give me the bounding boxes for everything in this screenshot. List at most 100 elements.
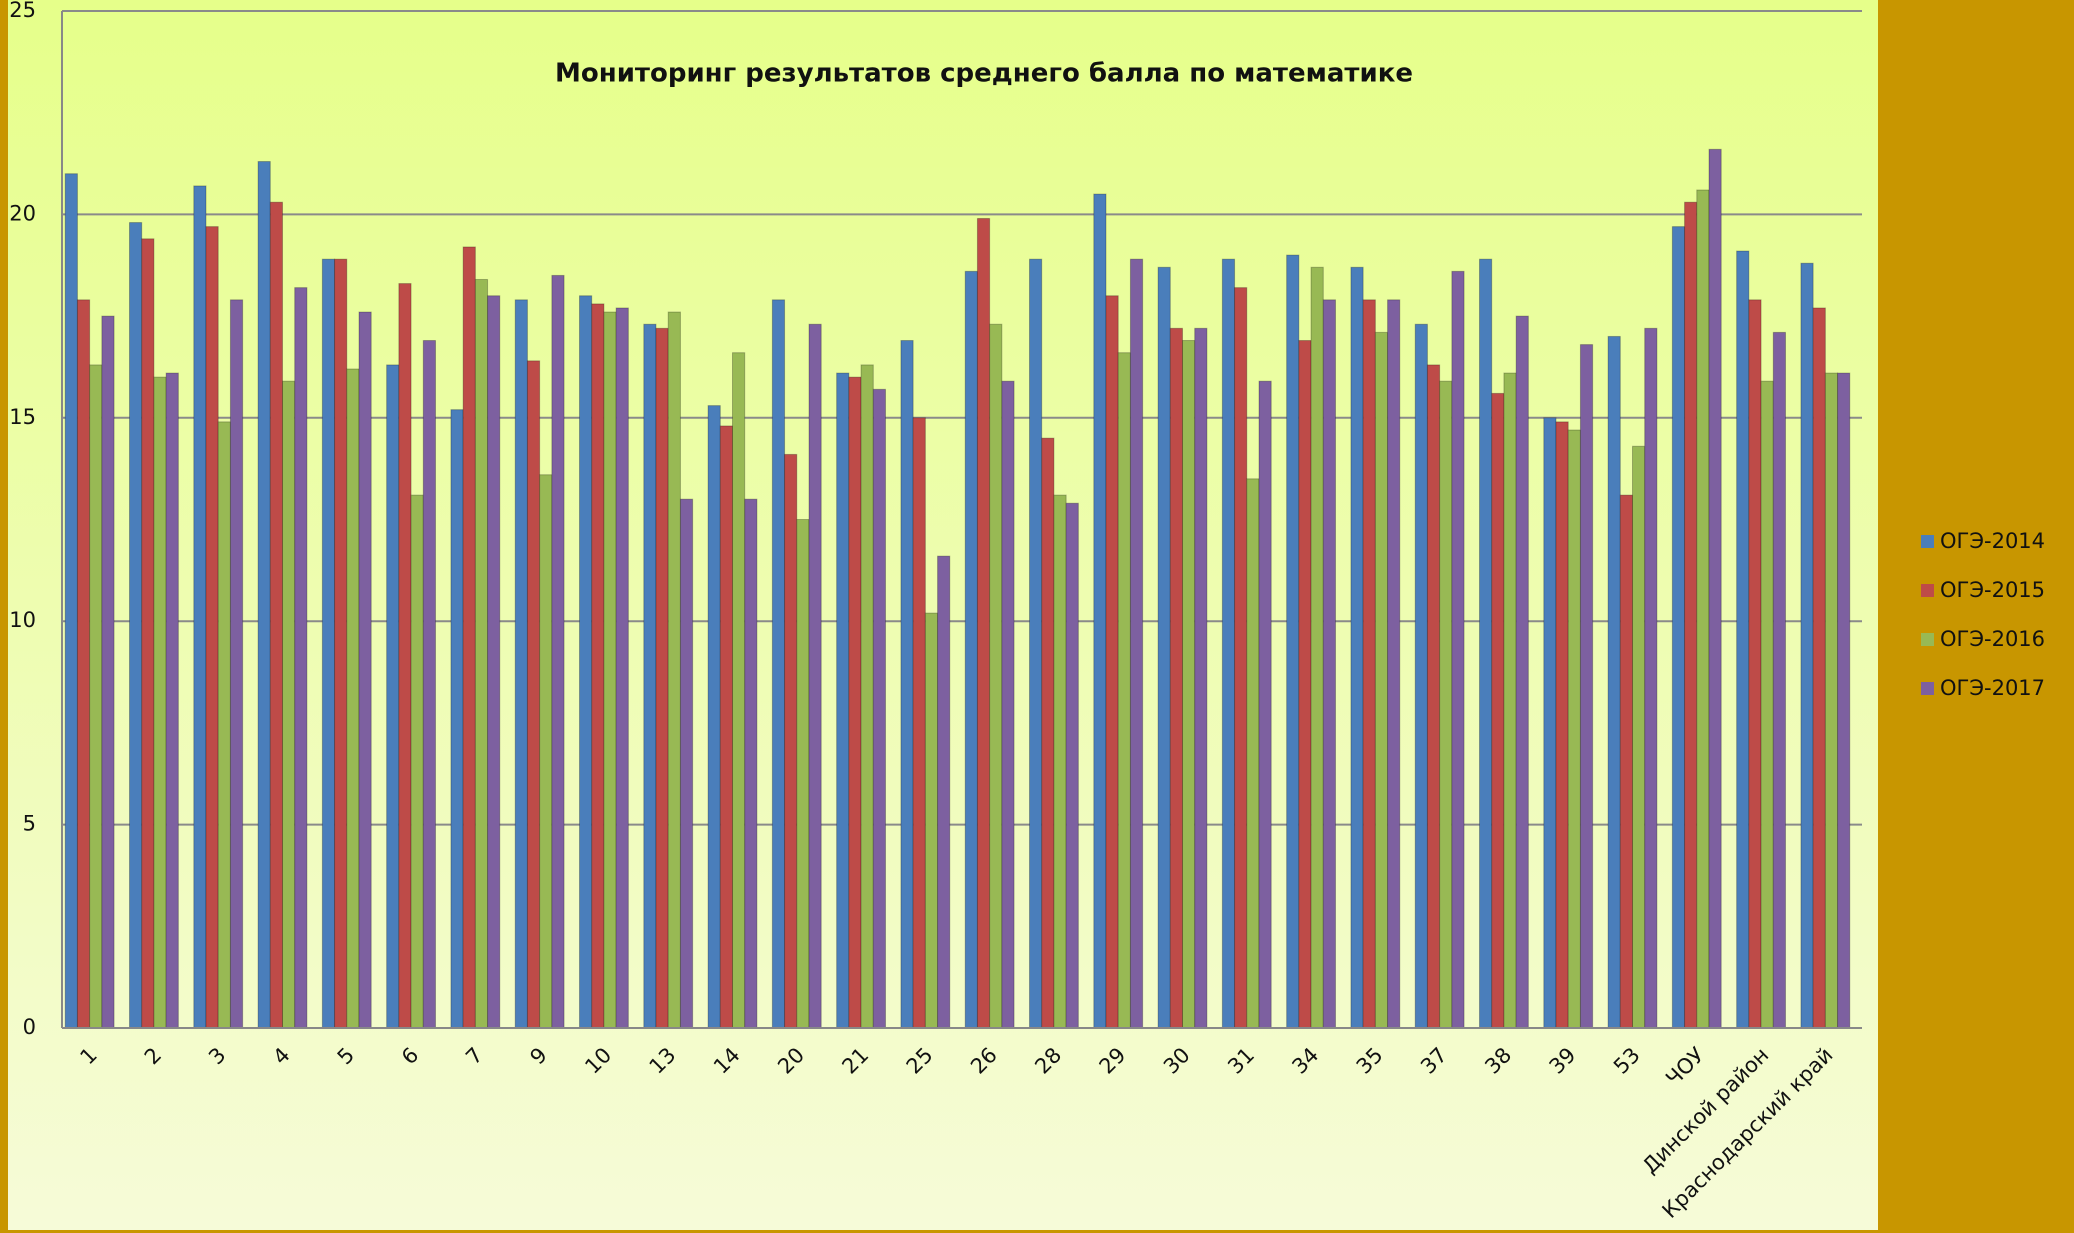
bar xyxy=(603,311,617,1029)
bar xyxy=(1258,380,1272,1029)
bar xyxy=(976,217,991,1029)
bar xyxy=(229,299,244,1029)
bar xyxy=(1644,327,1658,1029)
bar xyxy=(1041,437,1055,1029)
bar xyxy=(872,388,886,1029)
bar xyxy=(1414,323,1428,1029)
legend-label: ОГЭ-2014 xyxy=(1940,529,2045,553)
bar xyxy=(1708,148,1722,1029)
bar xyxy=(1194,327,1208,1029)
bar xyxy=(217,421,231,1029)
bar xyxy=(539,474,553,1029)
bar xyxy=(1374,331,1389,1029)
bar xyxy=(1387,299,1401,1029)
y-tick-label: 20 xyxy=(9,201,36,225)
bar xyxy=(771,299,786,1029)
bar xyxy=(514,299,528,1029)
bar xyxy=(129,222,143,1029)
bar xyxy=(386,364,400,1029)
bar xyxy=(1362,299,1376,1029)
bar xyxy=(1246,478,1260,1029)
bar xyxy=(1619,494,1634,1029)
bar xyxy=(1837,372,1851,1029)
bar xyxy=(1065,502,1079,1029)
bar xyxy=(1607,335,1621,1029)
bar xyxy=(1029,258,1043,1029)
bar xyxy=(257,161,271,1029)
bar xyxy=(1426,364,1441,1029)
bar xyxy=(1117,352,1131,1029)
bar xyxy=(1182,340,1196,1029)
bar xyxy=(1001,380,1015,1029)
bar xyxy=(294,287,308,1029)
bar xyxy=(1812,307,1826,1029)
bar xyxy=(462,246,476,1029)
legend-swatch xyxy=(1921,535,1934,548)
legend-swatch xyxy=(1921,633,1934,646)
legend-label: ОГЭ-2017 xyxy=(1940,676,2045,700)
bar xyxy=(860,364,874,1029)
bar xyxy=(1439,380,1453,1029)
bar xyxy=(643,323,657,1029)
bar xyxy=(282,380,296,1029)
bar xyxy=(398,283,412,1029)
bar xyxy=(1234,287,1248,1029)
bar xyxy=(732,352,746,1029)
bar xyxy=(89,364,103,1029)
bar xyxy=(269,201,283,1029)
bar xyxy=(1093,193,1107,1029)
bar xyxy=(1772,331,1787,1029)
bar xyxy=(321,258,336,1029)
bar xyxy=(358,311,372,1029)
bar xyxy=(1221,258,1236,1029)
bar xyxy=(205,226,219,1029)
bar xyxy=(1053,494,1067,1029)
bar xyxy=(836,372,850,1029)
bar xyxy=(1479,258,1493,1029)
bar xyxy=(153,376,167,1029)
bar xyxy=(1800,262,1814,1029)
bar xyxy=(579,295,593,1029)
bar xyxy=(744,498,758,1029)
bar xyxy=(422,340,436,1029)
legend-swatch xyxy=(1921,584,1934,597)
bar xyxy=(1105,295,1119,1029)
bar xyxy=(1684,201,1698,1029)
bar xyxy=(924,612,939,1029)
bar xyxy=(1748,299,1762,1029)
chart-title: Мониторинг результатов среднего балла по… xyxy=(555,59,1413,89)
bar xyxy=(410,494,424,1029)
bar xyxy=(1503,372,1517,1029)
bar xyxy=(1129,258,1144,1029)
bar xyxy=(64,173,78,1029)
bar xyxy=(784,453,798,1029)
bar xyxy=(1696,189,1710,1029)
y-tick-label: 10 xyxy=(9,608,36,632)
legend-swatch xyxy=(1921,682,1934,695)
bar xyxy=(1350,266,1364,1029)
bar xyxy=(591,303,605,1029)
bar xyxy=(615,307,629,1029)
bar xyxy=(1286,254,1300,1029)
y-tick-label: 5 xyxy=(23,812,36,836)
bar xyxy=(1555,421,1569,1029)
bar xyxy=(474,278,489,1029)
bar xyxy=(1824,372,1839,1029)
bar xyxy=(1491,392,1505,1029)
bar xyxy=(912,417,926,1029)
bar xyxy=(796,519,810,1029)
y-tick-label: 0 xyxy=(23,1015,36,1039)
bar xyxy=(334,258,348,1029)
bar xyxy=(1579,344,1594,1029)
bar xyxy=(1567,429,1581,1029)
bar xyxy=(1157,266,1171,1029)
bar xyxy=(76,299,91,1029)
bar xyxy=(667,311,681,1029)
bar xyxy=(1543,417,1557,1029)
bar xyxy=(964,270,978,1029)
bar xyxy=(1736,250,1750,1029)
y-tick-label: 15 xyxy=(9,405,36,429)
bar xyxy=(848,376,862,1029)
bar xyxy=(450,409,464,1029)
